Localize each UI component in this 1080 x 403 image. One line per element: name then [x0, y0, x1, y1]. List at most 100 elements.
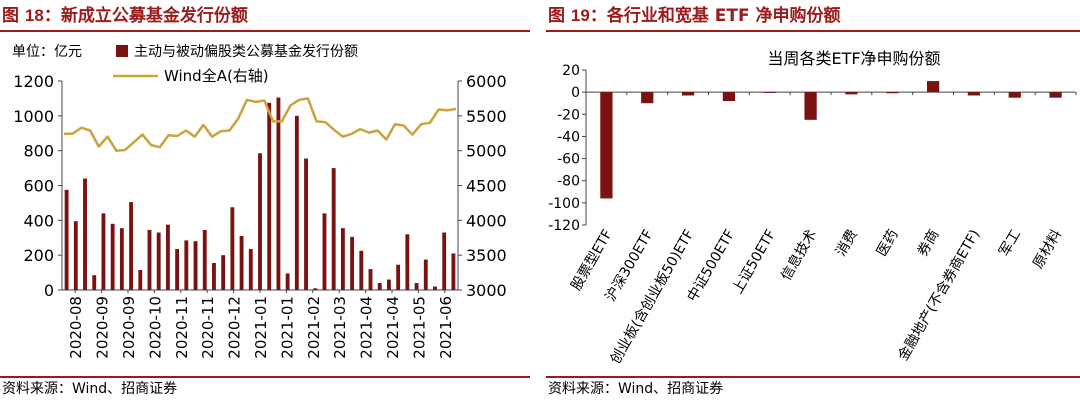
issuance-bar: [331, 168, 336, 290]
issuance-bar: [202, 229, 207, 290]
x-tick-label: 2021-02: [305, 296, 323, 359]
x-tick-label: 2020-09: [120, 296, 138, 359]
issuance-bar: [386, 279, 391, 290]
y-tick-label: 20: [562, 63, 580, 79]
y-tick-label: -60: [557, 152, 580, 168]
x-tick-label: 2020-08: [67, 296, 85, 359]
etf-subscription-chart: 当周各类ETF净申购份额 20 0 -20 -40 -60 -80 -100 -120股票型ET…: [548, 49, 1077, 367]
legend-line-label: Wind全A(右轴): [164, 67, 269, 85]
x-tick-label: 2021-04: [384, 296, 402, 359]
right-y-tick-label: 6000: [466, 72, 507, 91]
issuance-bar: [239, 236, 244, 290]
issuance-bar: [414, 283, 419, 290]
left-y-tick-label: 1000: [13, 107, 54, 126]
issuance-bar: [119, 228, 124, 290]
issuance-bar: [294, 115, 299, 290]
issuance-bar: [129, 202, 134, 290]
y-tick-label: 0: [571, 85, 580, 101]
issuance-bar: [442, 232, 447, 290]
x-tick-label: 2021-04: [358, 296, 376, 359]
etf-bar: [1049, 92, 1062, 98]
issuance-bar: [212, 263, 216, 290]
figure-18-source: 资料来源：Wind、招商证券: [2, 381, 178, 397]
issuance-bar: [377, 283, 382, 290]
figure-19-bottom-rule: [546, 376, 1080, 378]
right-y-tick-label: 4500: [466, 177, 507, 196]
issuance-bar: [175, 249, 180, 290]
unit-label: 单位：亿元: [12, 44, 82, 60]
y-tick-label: -100: [548, 196, 580, 212]
figure-18-title-number: 18: [24, 6, 44, 25]
etf-bar: [641, 92, 654, 104]
right-y-tick-label: 4000: [466, 211, 507, 230]
issuance-bar: [221, 255, 226, 290]
category-label: 医药: [874, 227, 902, 259]
issuance-bar: [267, 102, 272, 290]
figure-19-title-text: ：各行业和宽基 ETF 净申购份额: [589, 6, 841, 26]
x-tick-label: 2020-09: [94, 296, 112, 359]
left-y-tick-label: 1200: [13, 72, 54, 91]
issuance-bar: [248, 249, 253, 290]
issuance-bar: [340, 228, 345, 290]
issuance-bar: [322, 213, 327, 290]
etf-bar: [886, 92, 899, 94]
category-label: 军工: [996, 227, 1024, 259]
x-tick-label: 2021-01: [252, 296, 270, 359]
etf-bar: [804, 92, 817, 120]
legend-bar-swatch: [116, 45, 128, 57]
category-label: 券商: [915, 227, 943, 259]
etf-bar: [600, 92, 613, 199]
etf-bar: [722, 92, 736, 101]
left-y-tick-label: 0: [44, 281, 54, 300]
x-tick-label: 2021-06: [437, 296, 455, 359]
issuance-bar: [193, 241, 198, 290]
issuance-bar: [423, 259, 428, 290]
legend-bar-label: 主动与被动偏股类公募基金发行份额: [134, 43, 358, 60]
issuance-bar: [433, 286, 437, 290]
category-label: 信息技术: [777, 227, 820, 284]
issuance-bar: [83, 178, 87, 290]
figure-18-bottom-rule: [0, 376, 530, 378]
issuance-bar: [350, 236, 355, 290]
etf-bar: [681, 92, 695, 96]
x-tick-label: 2020-11: [199, 296, 217, 359]
issuance-bar: [451, 253, 456, 290]
issuance-bar: [313, 288, 318, 290]
x-tick-label: 2021-01: [278, 296, 296, 359]
y-tick-label: -40: [557, 129, 580, 145]
y-tick-label: -80: [557, 174, 580, 190]
issuance-bar: [405, 234, 410, 290]
figure-19-title: 图 19：各行业和宽基 ETF 净申购份额: [548, 2, 841, 30]
figure-18-panel: 图 18：新成立公募基金发行份额 单位：亿元 主动与被动偏股类公募基金发行份额 Wi…: [0, 0, 530, 403]
issuance-bar: [285, 273, 290, 290]
issuance-bar: [110, 223, 115, 290]
issuance-bar: [101, 213, 106, 290]
etf-bar: [1008, 92, 1021, 98]
issuance-bar: [64, 189, 69, 290]
issuance-bar: [359, 250, 364, 290]
issuance-bar: [396, 264, 401, 290]
etf-bar: [926, 81, 940, 93]
left-y-tick-label: 200: [23, 246, 54, 265]
figure-19-title-number: 19: [570, 6, 590, 25]
issuance-bar: [304, 158, 308, 290]
x-tick-label: 2020-12: [226, 296, 244, 359]
right-y-tick-label: 5500: [466, 107, 507, 126]
figure-18-title-text: ：新成立公募基金发行份额: [43, 6, 248, 26]
x-tick-label: 2020-10: [146, 296, 164, 359]
issuance-bar: [147, 229, 152, 290]
x-tick-label: 2021-05: [410, 296, 428, 359]
left-y-tick-label: 600: [23, 177, 54, 196]
category-label: 金融地产(不含券商ETF): [895, 227, 983, 363]
wind-index-line: [63, 97, 457, 152]
figure-18-top-rule: [0, 30, 530, 32]
category-label: 消费: [833, 227, 861, 259]
issuance-bar: [138, 269, 143, 290]
issuance-bar: [276, 97, 281, 290]
issuance-chart: 单位：亿元 主动与被动偏股类公募基金发行份额 Wind全A(右轴) 0 200 400 60…: [12, 43, 507, 359]
figure-19-title-prefix: 图: [548, 6, 571, 26]
issuance-bar: [184, 240, 189, 290]
etf-bar: [845, 92, 858, 95]
issuance-bar: [368, 269, 373, 290]
left-y-tick-label: 400: [23, 211, 54, 230]
